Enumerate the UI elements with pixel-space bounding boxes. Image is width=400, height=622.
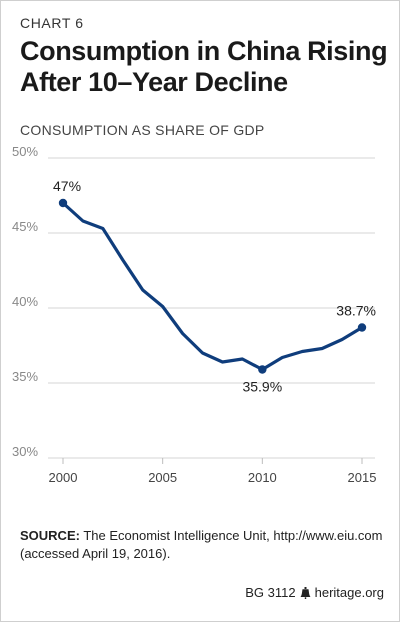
liberty-bell-icon	[300, 586, 311, 599]
data-label: 35.9%	[242, 379, 282, 395]
y-tick-label: 40%	[12, 294, 38, 309]
y-tick-label: 30%	[12, 444, 38, 459]
y-tick-label: 45%	[12, 219, 38, 234]
source-label: SOURCE:	[20, 528, 80, 543]
x-tick-label: 2000	[49, 470, 78, 485]
data-label: 47%	[53, 178, 81, 194]
x-tick-label: 2010	[248, 470, 277, 485]
line-chart: 30% 35% 40% 45% 50% 2000 2005 2010 2015 47% 35.9% 3…	[12, 144, 377, 485]
x-tick-label: 2015	[348, 470, 377, 485]
data-point-marker	[357, 323, 367, 332]
data-point-marker	[258, 365, 267, 374]
y-tick-label: 35%	[12, 369, 38, 384]
x-tick-label: 2005	[148, 470, 177, 485]
data-point-marker	[58, 198, 68, 208]
chart-title: Consumption in China Rising After 10–Yea…	[20, 36, 388, 97]
site-link[interactable]: heritage.org	[314, 585, 384, 600]
y-tick-label: 50%	[12, 144, 38, 159]
series-line	[61, 201, 364, 372]
chart-kicker: CHART 6	[20, 15, 84, 31]
chart-subtitle: CONSUMPTION AS SHARE OF GDP	[20, 122, 265, 138]
report-code: BG 3112	[245, 585, 296, 600]
data-label: 38.7%	[336, 303, 376, 319]
source-text: The Economist Intelligence Unit, http://…	[20, 528, 383, 561]
source-note: SOURCE: The Economist Intelligence Unit,…	[20, 527, 385, 563]
footer: BG 3112 heritage.org	[245, 585, 384, 600]
